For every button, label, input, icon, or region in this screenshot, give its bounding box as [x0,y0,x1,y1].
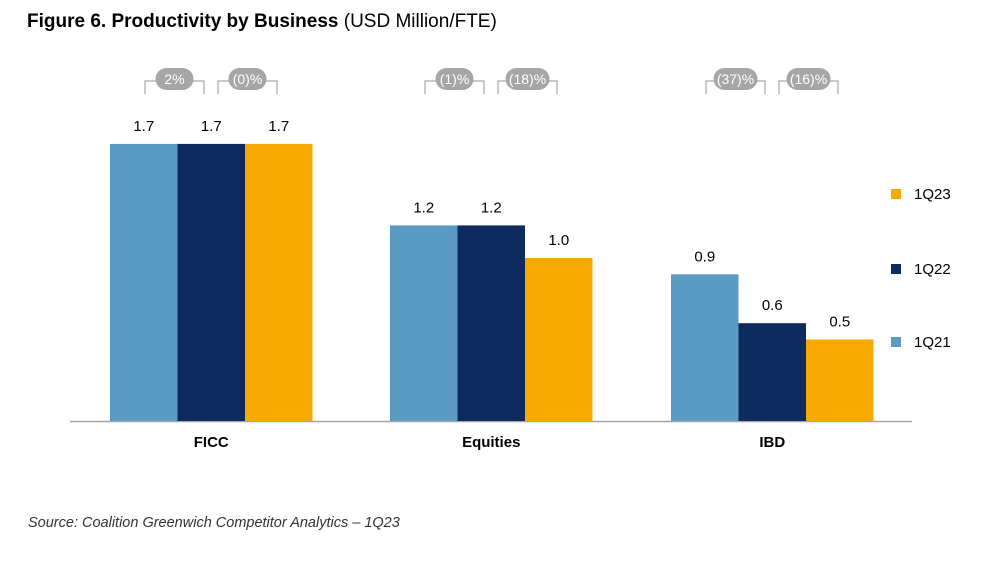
legend-label-1q21: 1Q21 [914,334,951,351]
chart-title-unit: (USD Million/FTE) [343,11,497,32]
change-bubble-ficc-2 [228,68,267,90]
change-bubble-ficc-1 [155,68,194,90]
legend-swatch-1q22 [891,264,901,274]
change-bubble-equities-2 [505,68,550,90]
change-label-equities-1: (1)% [440,71,470,87]
legend-swatch-1q21 [891,337,901,347]
data-label-ficc-1q23: 1.7 [268,118,289,135]
legend-swatch-1q23 [891,189,901,199]
change-bubble-ibd-2 [786,68,831,90]
change-label-ibd-2: (16)% [790,71,827,87]
bar-equities-1q22 [457,225,525,421]
change-label-equities-2: (18)% [509,71,546,87]
data-label-equities-1q22: 1.2 [481,199,502,216]
change-bubble-ibd-1 [713,68,758,90]
bar-ficc-1q21 [110,143,178,421]
category-label-ibd: IBD [759,434,785,451]
chart-title-main: Figure 6. Productivity by Business [27,11,339,32]
data-label-equities-1q23: 1.0 [548,232,569,249]
change-bubble-equities-1 [435,68,474,90]
change-label-ficc-2: (0)% [233,71,263,87]
bar-equities-1q23 [525,258,593,421]
change-label-ficc-1: 2% [164,71,184,87]
bar-equities-1q21 [390,225,458,421]
data-label-ibd-1q23: 0.5 [829,314,850,331]
source-note: Source: Coalition Greenwich Competitor A… [28,515,400,531]
legend-label-1q22: 1Q22 [914,261,951,278]
data-label-ibd-1q22: 0.6 [762,297,783,314]
bar-ficc-1q22 [177,143,245,421]
data-label-equities-1q21: 1.2 [413,199,434,216]
legend-label-1q23: 1Q23 [914,186,951,203]
bar-ibd-1q23 [806,339,874,421]
category-label-ficc: FICC [194,434,229,451]
change-label-ibd-1: (37)% [717,71,754,87]
bar-ibd-1q21 [671,274,739,421]
bar-ficc-1q23 [245,143,313,421]
category-label-equities: Equities [462,434,520,451]
chart-title: Figure 6. Productivity by Business (USD … [27,11,497,33]
data-label-ficc-1q21: 1.7 [133,118,154,135]
data-label-ficc-1q22: 1.7 [201,118,222,135]
data-label-ibd-1q21: 0.9 [694,248,715,265]
bar-ibd-1q22 [738,323,806,421]
